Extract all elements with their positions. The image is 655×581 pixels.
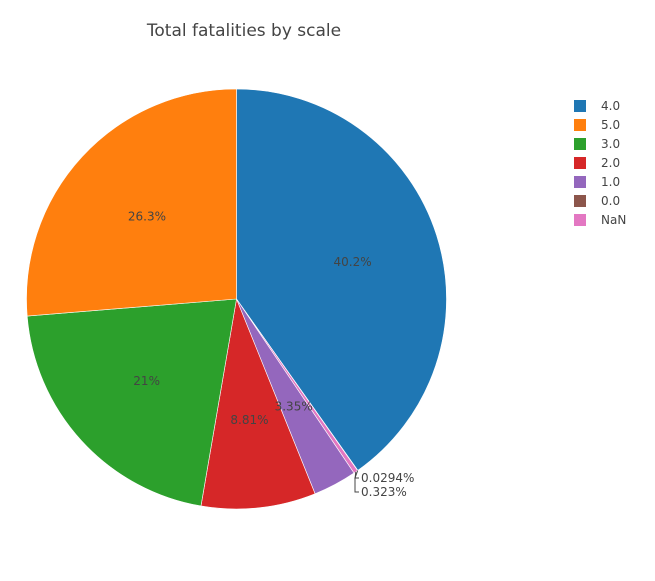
legend-swatch <box>574 175 586 188</box>
legend-item-4-0[interactable]: 4.0 <box>574 96 626 115</box>
legend-item-0-0[interactable]: 0.0 <box>574 191 626 210</box>
legend-label: 2.0 <box>601 155 621 170</box>
legend-item-nan[interactable]: NaN <box>574 210 626 229</box>
pie-slice-3-0[interactable] <box>26 298 237 507</box>
legend-swatch <box>574 156 586 169</box>
legend-swatch <box>574 137 586 150</box>
slice-label-2-0: 8.81% <box>230 413 268 427</box>
pie-slice-2-0[interactable] <box>200 297 316 510</box>
legend-swatch <box>574 194 586 207</box>
slice-label-5-0: 26.3% <box>128 209 166 223</box>
legend-label: 4.0 <box>601 98 621 113</box>
chart-title: Total fatalities by scale <box>146 21 342 41</box>
legend-label: 0.0 <box>601 193 621 208</box>
slice-label-nan: 0.323% <box>361 485 407 499</box>
legend-swatch <box>574 118 586 131</box>
slice-label-4-0: 40.2% <box>334 255 372 269</box>
legend[interactable]: 4.0 5.0 3.0 2.0 1.0 0.0 NaN <box>574 96 626 229</box>
slice-label-0-0: 0.0294% <box>361 471 414 485</box>
legend-label: 5.0 <box>601 117 621 132</box>
pie-slice-5-0[interactable] <box>26 88 237 317</box>
legend-item-1-0[interactable]: 1.0 <box>574 172 626 191</box>
legend-label: 3.0 <box>601 136 621 151</box>
pie-slice-4-0[interactable] <box>236 88 447 471</box>
legend-item-2-0[interactable]: 2.0 <box>574 153 626 172</box>
legend-swatch <box>574 99 586 112</box>
legend-item-3-0[interactable]: 3.0 <box>574 134 626 153</box>
slice-label-3-0: 21% <box>133 374 160 388</box>
leader-line-nan <box>354 471 359 493</box>
legend-item-5-0[interactable]: 5.0 <box>574 115 626 134</box>
legend-label: 1.0 <box>601 174 621 189</box>
legend-swatch <box>574 213 586 226</box>
slice-label-1-0: 3.35% <box>275 400 313 414</box>
legend-label: NaN <box>601 212 627 227</box>
